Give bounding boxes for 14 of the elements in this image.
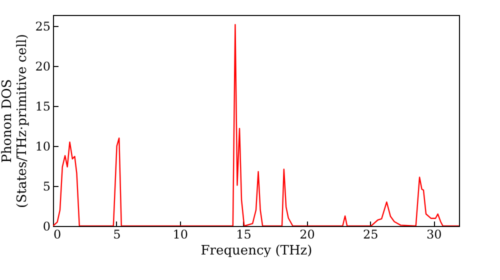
x-tick-label: 15 [236, 228, 252, 242]
y-tick-label: 20 [35, 60, 50, 74]
y-tick-label: 5 [42, 180, 50, 194]
x-tick-label: 20 [300, 228, 315, 242]
line-series [53, 24, 459, 226]
x-tick-label: 30 [426, 228, 442, 242]
x-tick-label: 10 [172, 228, 188, 242]
y-tick-label: 15 [35, 100, 50, 114]
x-tick-label: 5 [113, 228, 121, 242]
y-tick-label: 10 [35, 140, 50, 154]
y-tick-label: 25 [35, 20, 50, 34]
y-axis-title: Phonon DOS (States/THz·primitive cell) [0, 34, 30, 208]
x-tick-label: 0 [54, 228, 62, 242]
x-tick-label: 25 [363, 228, 378, 242]
